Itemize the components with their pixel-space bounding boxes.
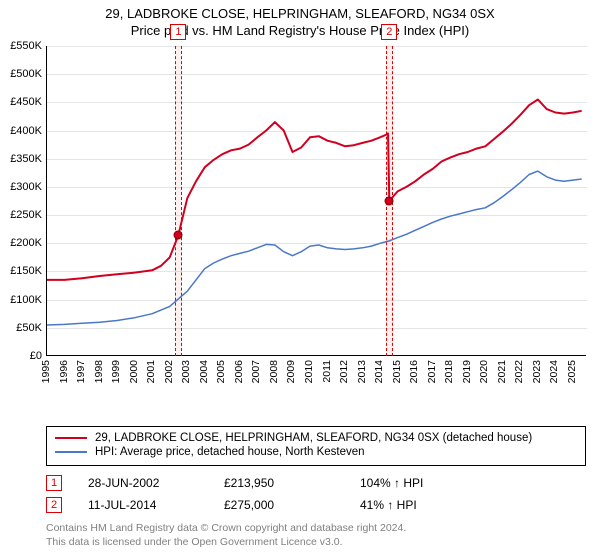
sale-date: 28-JUN-2002: [88, 476, 198, 490]
plot-area: 12: [46, 46, 586, 356]
x-tick-label: 2022: [513, 360, 525, 383]
x-tick-label: 2019: [461, 360, 473, 383]
x-tick-label: 2011: [321, 360, 333, 383]
y-tick-label: £300K: [0, 181, 42, 193]
footer-line: This data is licensed under the Open Gov…: [46, 536, 586, 550]
legend-swatch: [55, 437, 87, 439]
x-tick-label: 2015: [391, 360, 403, 383]
sale-point-marker: [174, 231, 183, 240]
x-tick-label: 2000: [128, 360, 140, 383]
sale-marker-icon: 1: [170, 24, 186, 40]
x-tick-label: 2010: [303, 360, 315, 383]
x-tick-label: 2023: [531, 360, 543, 383]
y-tick-label: £50K: [0, 322, 42, 334]
x-tick-label: 2017: [426, 360, 438, 383]
x-tick-label: 2008: [268, 360, 280, 383]
legend-swatch: [55, 451, 87, 453]
legend-row-property: 29, LADBROKE CLOSE, HELPRINGHAM, SLEAFOR…: [55, 431, 577, 445]
x-tick-label: 2009: [285, 360, 297, 383]
series-hpi: [47, 171, 582, 325]
x-tick-label: 2021: [496, 360, 508, 383]
series-property: [47, 100, 582, 280]
legend-label: 29, LADBROKE CLOSE, HELPRINGHAM, SLEAFOR…: [95, 432, 532, 444]
x-tick-label: 2002: [163, 360, 175, 383]
x-tick-label: 1999: [110, 360, 122, 383]
x-tick-label: 2004: [198, 360, 210, 383]
y-tick-label: £100K: [0, 294, 42, 306]
sale-pct: 41% ↑ HPI: [360, 498, 480, 512]
y-tick-label: £550K: [0, 40, 42, 52]
sale-pct: 104% ↑ HPI: [360, 476, 480, 490]
table-row: 1 28-JUN-2002 £213,950 104% ↑ HPI: [46, 472, 586, 494]
y-tick-label: £350K: [0, 153, 42, 165]
y-tick-label: £0: [0, 350, 42, 362]
y-tick-label: £500K: [0, 68, 42, 80]
x-tick-label: 1996: [58, 360, 70, 383]
x-tick-label: 2012: [338, 360, 350, 383]
line-series-svg: [47, 46, 587, 356]
sale-price: £275,000: [224, 498, 334, 512]
y-tick-label: £200K: [0, 237, 42, 249]
sale-price: £213,950: [224, 476, 334, 490]
x-tick-label: 1998: [93, 360, 105, 383]
x-tick-label: 2005: [215, 360, 227, 383]
x-tick-label: 2024: [548, 360, 560, 383]
chart-subtitle: Price paid vs. HM Land Registry's House …: [0, 23, 600, 38]
y-tick-label: £250K: [0, 209, 42, 221]
y-tick-label: £400K: [0, 125, 42, 137]
x-tick-label: 2018: [443, 360, 455, 383]
legend-label: HPI: Average price, detached house, Nort…: [95, 446, 365, 458]
y-tick-label: £450K: [0, 96, 42, 108]
y-tick-label: £150K: [0, 265, 42, 277]
sale-date: 11-JUL-2014: [88, 498, 198, 512]
x-tick-label: 2013: [356, 360, 368, 383]
table-row: 2 11-JUL-2014 £275,000 41% ↑ HPI: [46, 494, 586, 516]
sale-point-marker: [385, 197, 394, 206]
sale-marker-icon: 1: [46, 475, 62, 491]
x-axis: 1995199619971998199920002001200220032004…: [46, 356, 586, 386]
x-tick-label: 2003: [180, 360, 192, 383]
x-tick-label: 2007: [250, 360, 262, 383]
footer-line: Contains HM Land Registry data © Crown c…: [46, 522, 586, 536]
x-tick-label: 2016: [408, 360, 420, 383]
legend-box: 29, LADBROKE CLOSE, HELPRINGHAM, SLEAFOR…: [46, 426, 586, 466]
footer-attribution: Contains HM Land Registry data © Crown c…: [46, 522, 586, 549]
y-axis: £0£50K£100K£150K£200K£250K£300K£350K£400…: [0, 46, 46, 356]
x-tick-label: 1995: [40, 360, 52, 383]
x-tick-label: 2020: [478, 360, 490, 383]
x-tick-label: 2025: [566, 360, 578, 383]
x-tick-label: 2014: [373, 360, 385, 383]
chart-title: 29, LADBROKE CLOSE, HELPRINGHAM, SLEAFOR…: [0, 6, 600, 21]
sales-table: 1 28-JUN-2002 £213,950 104% ↑ HPI 2 11-J…: [46, 472, 586, 516]
x-tick-label: 1997: [75, 360, 87, 383]
x-tick-label: 2006: [233, 360, 245, 383]
chart-area: £0 £50K £100K £150K £200K £250K £300K £350K £400…: [0, 46, 600, 386]
sale-marker-icon: 2: [381, 24, 397, 40]
legend-row-hpi: HPI: Average price, detached house, Nort…: [55, 445, 577, 459]
sale-marker-icon: 2: [46, 497, 62, 513]
x-tick-label: 2001: [145, 360, 157, 383]
